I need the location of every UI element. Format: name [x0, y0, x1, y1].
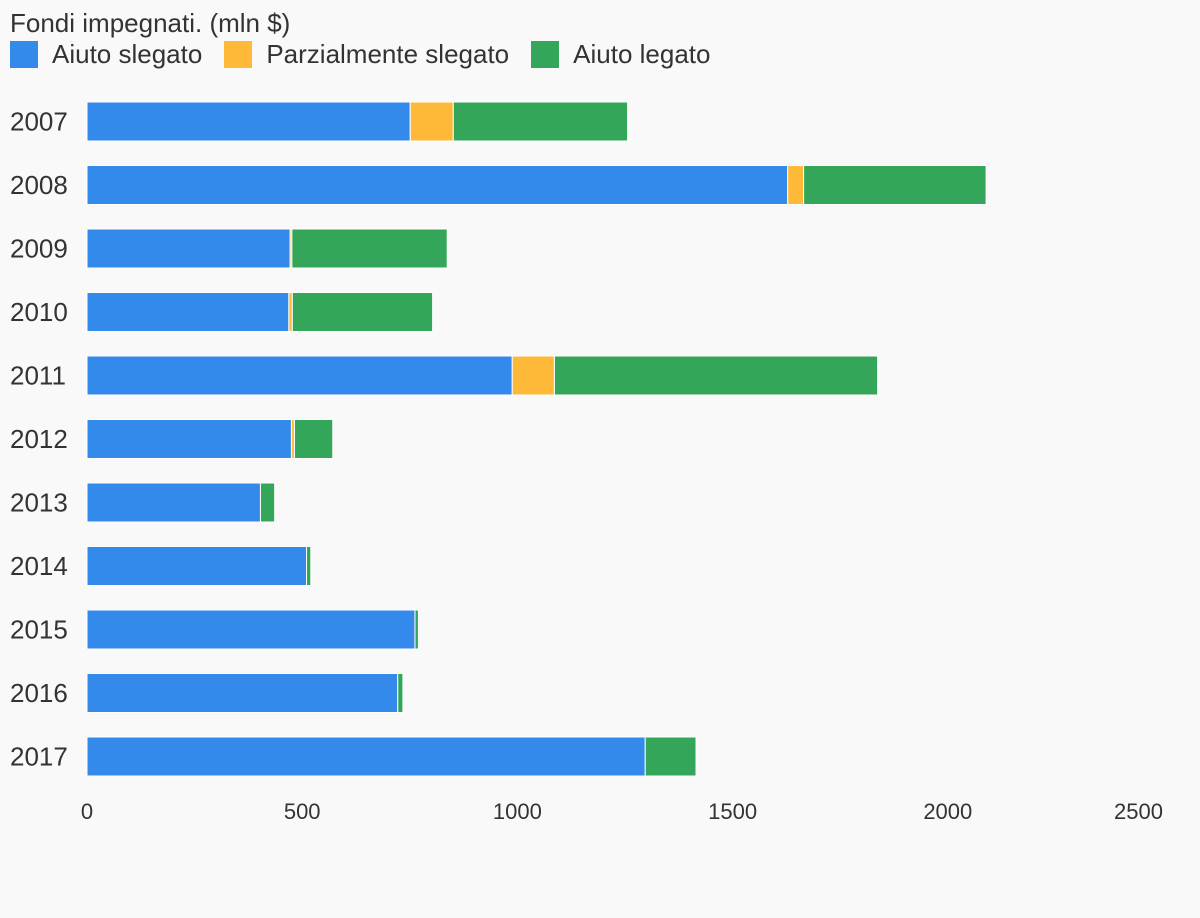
legend: Aiuto slegato Parzialmente slegato Aiuto…: [10, 38, 732, 70]
category-label-2013: 2013: [10, 488, 68, 518]
category-label-2016: 2016: [10, 678, 68, 708]
bar-aiuto-slegato-2012[interactable]: [86, 419, 292, 459]
bar-aiuto-legato-2012[interactable]: [293, 419, 334, 459]
legend-label-aiuto-legato: Aiuto legato: [573, 39, 711, 69]
bar-aiuto-legato-2017[interactable]: [644, 736, 697, 777]
category-label-2008: 2008: [10, 170, 68, 200]
bar-aiuto-legato-2009[interactable]: [291, 228, 448, 269]
bar-aiuto-slegato-2016[interactable]: [86, 673, 399, 713]
bar-aiuto-slegato-2010[interactable]: [86, 292, 290, 332]
category-label-2014: 2014: [10, 551, 68, 581]
legend-swatch-parzialmente-slegato: [224, 40, 253, 68]
category-label-2011: 2011: [10, 361, 66, 391]
legend-item-aiuto-legato[interactable]: Aiuto legato: [531, 38, 710, 70]
legend-swatch-aiuto-slegato: [10, 40, 38, 68]
x-tick-label-2000: 2000: [923, 799, 972, 824]
bar-aiuto-legato-2014[interactable]: [306, 546, 312, 586]
category-label-2010: 2010: [10, 297, 68, 327]
bar-parzialmente-slegato-2011[interactable]: [511, 355, 555, 396]
x-tick-label-500: 500: [284, 799, 321, 824]
bar-aiuto-slegato-2007[interactable]: [86, 101, 411, 142]
category-label-2007: 2007: [10, 107, 68, 137]
legend-label-parzialmente-slegato: Parzialmente slegato: [266, 39, 510, 69]
bar-parzialmente-slegato-2010[interactable]: [288, 292, 293, 332]
bar-aiuto-slegato-2013[interactable]: [86, 482, 261, 523]
x-tick-label-1000: 1000: [493, 799, 542, 824]
bar-aiuto-slegato-2009[interactable]: [86, 228, 291, 269]
legend-item-parzialmente-slegato[interactable]: Parzialmente slegato: [224, 38, 509, 70]
bar-aiuto-legato-2007[interactable]: [452, 101, 629, 142]
bar-parzialmente-slegato-2008[interactable]: [787, 165, 805, 205]
chart-title: Fondi impegnati. (mln $): [10, 8, 291, 38]
bar-aiuto-slegato-2008[interactable]: [86, 165, 789, 205]
category-label-2017: 2017: [10, 742, 68, 772]
bar-aiuto-legato-2008[interactable]: [803, 165, 987, 205]
category-label-2015: 2015: [10, 615, 68, 645]
bar-aiuto-legato-2015[interactable]: [414, 609, 419, 650]
bar-aiuto-legato-2011[interactable]: [553, 355, 879, 396]
bar-aiuto-legato-2016[interactable]: [397, 673, 404, 713]
bar-aiuto-legato-2010[interactable]: [291, 292, 434, 332]
legend-item-aiuto-slegato[interactable]: Aiuto slegato: [10, 38, 202, 70]
x-tick-label-1500: 1500: [708, 799, 757, 824]
bar-aiuto-slegato-2014[interactable]: [86, 546, 308, 586]
bar-aiuto-legato-2013[interactable]: [259, 482, 276, 523]
x-tick-label-0: 0: [81, 799, 93, 824]
category-label-2012: 2012: [10, 424, 68, 454]
x-tick-label-2500: 2500: [1114, 799, 1163, 824]
legend-swatch-aiuto-legato: [531, 40, 560, 68]
bar-aiuto-slegato-2015[interactable]: [86, 609, 416, 650]
bar-aiuto-slegato-2011[interactable]: [86, 355, 513, 396]
bar-aiuto-slegato-2017[interactable]: [86, 736, 646, 777]
category-label-2009: 2009: [10, 234, 68, 264]
legend-label-aiuto-slegato: Aiuto slegato: [52, 39, 203, 69]
bar-parzialmente-slegato-2007[interactable]: [409, 101, 454, 142]
